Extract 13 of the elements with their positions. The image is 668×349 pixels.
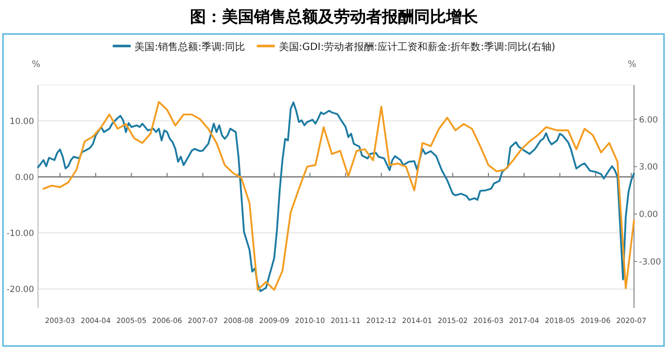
chart-title: 图：美国销售总额及劳动者报酬同比增长 xyxy=(190,7,479,26)
y-axis-title: % xyxy=(32,60,41,70)
y2-tick-label: 6.00 xyxy=(639,115,658,126)
y2-axis-title: % xyxy=(628,60,637,70)
y-tick-label: -20.00 xyxy=(6,284,34,295)
y2-tick-label: 3.00 xyxy=(639,162,658,173)
y-tick-label: -10.00 xyxy=(6,228,34,239)
y-tick-label: 10.00 xyxy=(10,116,34,127)
y-tick-label: 0.00 xyxy=(15,172,34,183)
y2-tick-label: 0.00 xyxy=(639,210,658,220)
legend-label: 美国:GDI:劳动者报酬:应计工资和薪金:折年数:季调:同比(右轴) xyxy=(278,41,556,53)
legend-label: 美国:销售总额:季调:同比 xyxy=(134,41,245,53)
y2-tick-label: -3.00 xyxy=(639,257,661,268)
